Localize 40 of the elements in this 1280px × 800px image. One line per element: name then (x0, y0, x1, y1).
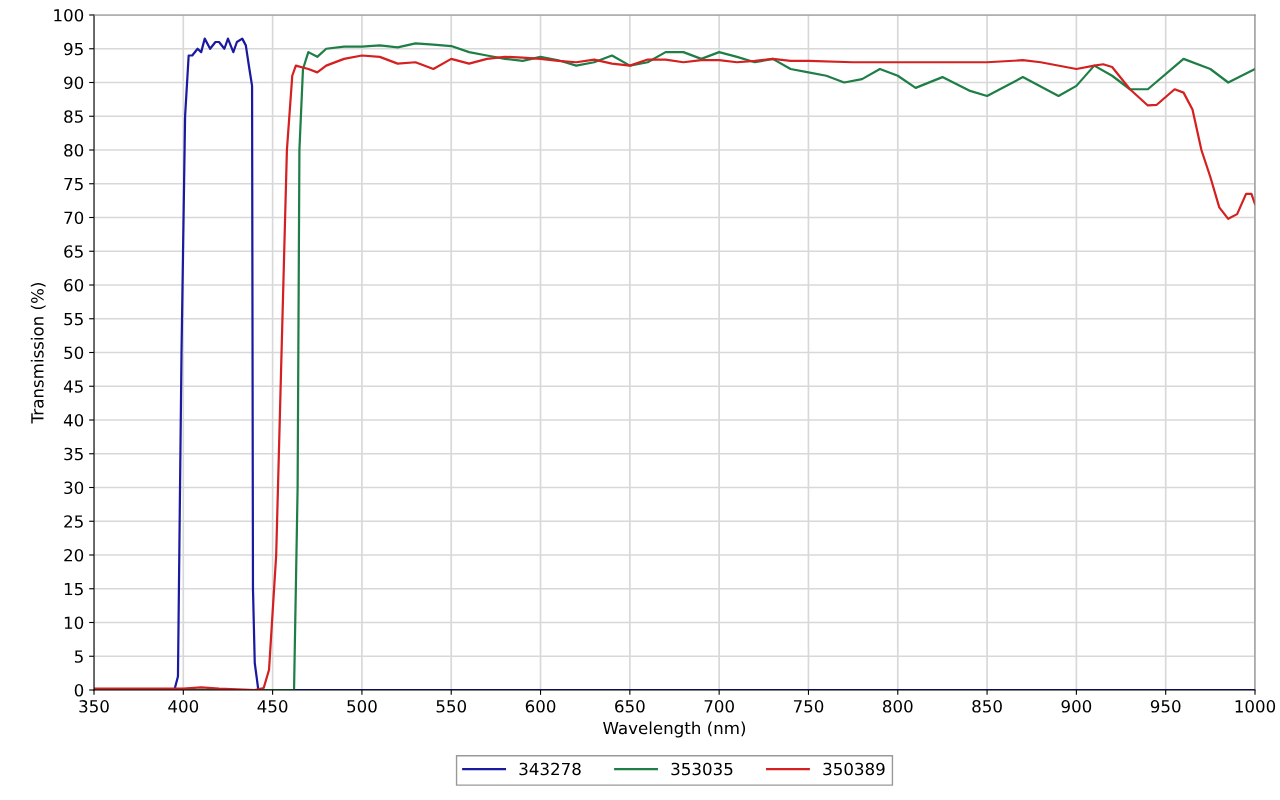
y-tick-label: 35 (64, 447, 83, 461)
y-tick-label: 10 (64, 616, 84, 630)
y-tick-label: 75 (64, 177, 83, 191)
y-tick-label: 60 (64, 278, 84, 292)
y-tick-label: 40 (63, 413, 84, 427)
x-tick-label: 950 (1150, 700, 1181, 713)
x-tick-label: 500 (347, 700, 377, 713)
x-tick-label: 800 (882, 700, 913, 713)
legend-label: 350389 (823, 762, 885, 776)
x-tick-label: 550 (436, 700, 467, 713)
x-tick-label: 700 (704, 700, 734, 713)
y-tick-label: 80 (64, 143, 84, 157)
x-tick-label: 350 (79, 700, 109, 713)
x-axis-title: Wavelength (nm) (603, 721, 746, 738)
legend-label: 343278 (519, 762, 581, 776)
y-tick-label: 30 (64, 481, 84, 495)
x-tick-label: 850 (972, 700, 1002, 713)
y-tick-label: 95 (64, 42, 83, 56)
y-axis-title: Transmission (%) (30, 283, 46, 424)
x-tick-label: 600 (525, 700, 556, 713)
x-tick-label: 650 (615, 700, 645, 713)
y-tick-label: 0 (74, 683, 84, 697)
y-tick-label: 100 (54, 8, 84, 22)
y-tick-label: 55 (64, 312, 83, 326)
x-tick-label: 1000 (1235, 700, 1276, 713)
y-tick-label: 85 (64, 110, 83, 123)
y-tick-label: 20 (64, 548, 84, 562)
y-tick-label: 5 (74, 650, 83, 663)
legend-label: 353035 (671, 762, 733, 776)
y-tick-label: 25 (64, 515, 83, 528)
y-tick-label: 50 (64, 346, 84, 360)
y-tick-label: 90 (64, 76, 84, 90)
y-tick-label: 45 (63, 380, 83, 393)
x-tick-label: 750 (793, 700, 824, 713)
x-tick-label: 400 (168, 700, 199, 713)
x-tick-label: 450 (257, 700, 288, 713)
y-tick-label: 70 (64, 211, 84, 225)
y-tick-label: 15 (64, 582, 83, 596)
y-tick-label: 65 (64, 245, 83, 258)
x-tick-label: 900 (1061, 700, 1092, 713)
